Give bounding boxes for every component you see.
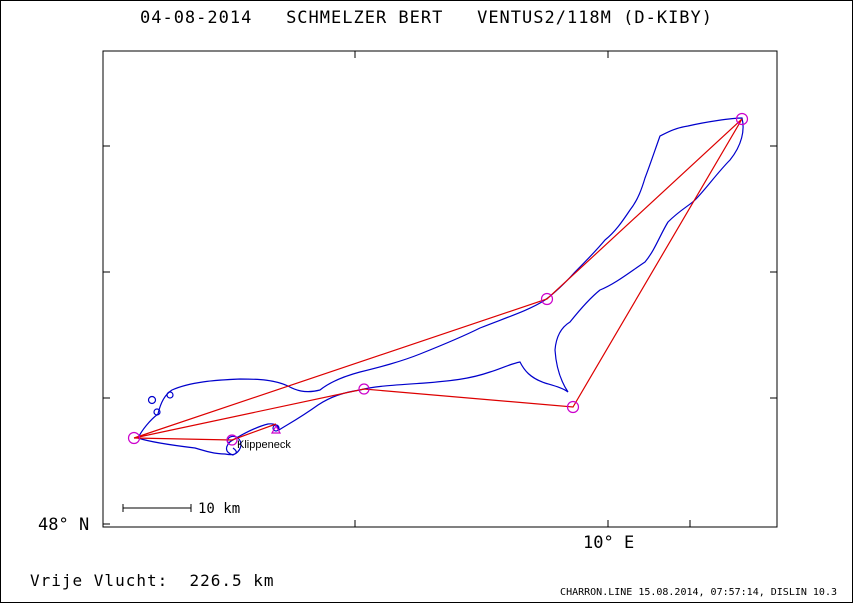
takeoff-triangle-icon xyxy=(270,424,282,434)
task-line xyxy=(133,118,743,439)
turnpoint-marker xyxy=(358,383,370,395)
latitude-label: 48° N xyxy=(38,515,90,535)
scale-bar-label: 10 km xyxy=(198,501,240,517)
gps-track xyxy=(137,117,744,456)
turnpoint-marker xyxy=(540,292,554,306)
axis-ticks xyxy=(103,51,777,527)
scale-bar xyxy=(122,504,192,512)
task-start-leg xyxy=(133,437,233,441)
distance-value: 226.5 km xyxy=(189,571,275,590)
longitude-label: 10° E xyxy=(583,533,635,553)
takeoff-label: Klippeneck xyxy=(237,439,291,451)
turnpoint-marker xyxy=(566,400,580,414)
turnpoint-marker xyxy=(127,431,141,445)
distance-label: Vrije Vlucht: xyxy=(30,571,169,590)
flight-distance: Vrije Vlucht: 226.5 km xyxy=(30,571,275,590)
turnpoint-marker xyxy=(735,112,749,126)
page-title: 04-08-2014 SCHMELZER BERT VENTUS2/118M (… xyxy=(0,8,853,28)
map-frame xyxy=(102,50,778,528)
flight-date: 04-08-2014 xyxy=(139,8,253,28)
pilot-name: SCHMELZER BERT xyxy=(286,8,444,28)
glider-info: VENTUS2/118M (D-KIBY) xyxy=(477,8,714,28)
footer-info: CHARRON.LINE 15.08.2014, 07:57:14, DISLI… xyxy=(560,587,837,598)
turnpoint-marker xyxy=(226,434,238,446)
task-finish-leg xyxy=(231,423,277,441)
